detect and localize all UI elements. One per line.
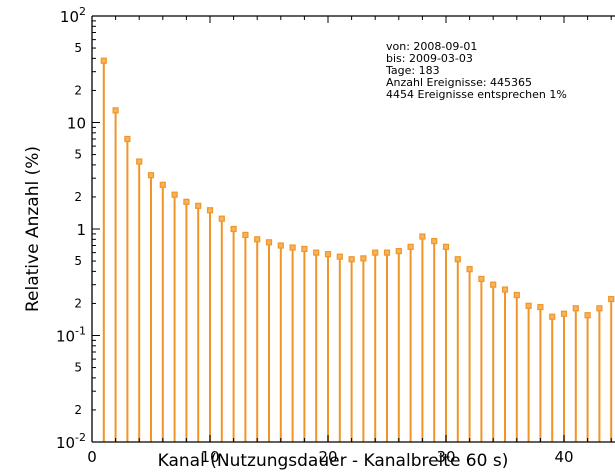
data-point <box>490 281 497 288</box>
data-point <box>501 286 509 293</box>
data-point <box>124 135 131 143</box>
y-tick-label: 102 <box>60 5 86 26</box>
data-point <box>254 236 261 243</box>
data-point <box>230 225 237 233</box>
data-point <box>159 181 166 188</box>
y-minor-label: 2 <box>74 190 82 204</box>
data-point <box>372 249 379 256</box>
data-point <box>596 305 603 312</box>
data-point <box>478 275 485 282</box>
data-point <box>112 107 119 114</box>
y-tick-base: 10 <box>56 328 75 346</box>
data-point <box>466 266 473 273</box>
y-axis-title: Relative Anzahl (%) <box>23 146 43 312</box>
data-point <box>584 312 591 319</box>
y-minor-label: 5 <box>74 148 82 162</box>
data-point <box>442 243 450 250</box>
data-point <box>277 242 284 249</box>
data-point <box>265 239 273 246</box>
info-line-bis: bis: 2009-03-03 <box>386 52 473 65</box>
data-point <box>100 57 107 64</box>
info-box: von: 2008-09-01 bis: 2009-03-03 Tage: 18… <box>385 40 567 101</box>
x-tick-label: 0 <box>87 448 97 466</box>
info-line-tage: Tage: 183 <box>385 64 440 77</box>
y-tick-exponent: -2 <box>75 431 86 444</box>
y-minor-label: 5 <box>74 361 82 375</box>
data-point <box>289 244 296 251</box>
y-minor-label: 5 <box>74 254 82 268</box>
y-tick-label: 10-2 <box>56 431 86 452</box>
data-point <box>513 291 520 299</box>
y-minor-label: 2 <box>74 83 82 97</box>
data-point <box>419 233 426 240</box>
data-point <box>549 313 556 320</box>
data-point <box>242 231 249 239</box>
axes <box>91 15 615 443</box>
data-point <box>348 256 355 263</box>
y-tick-label: 10-1 <box>56 325 86 346</box>
y-tick-exponent: -1 <box>75 325 86 338</box>
y-minor-label: 2 <box>74 403 82 417</box>
y-tick-base: 1 <box>76 221 86 239</box>
data-point <box>560 310 568 317</box>
data-point <box>218 215 225 222</box>
x-tick-label: 30 <box>436 448 455 466</box>
data-point <box>171 191 178 198</box>
y-tick-base: 10 <box>67 115 86 133</box>
data-point <box>454 256 461 263</box>
data-point <box>183 198 190 205</box>
y-tick-base: 10 <box>56 434 75 452</box>
data-point <box>360 255 367 262</box>
data-point <box>407 243 414 250</box>
info-line-anzahl: Anzahl Ereignisse: 445365 <box>386 76 532 89</box>
x-tick-label: 10 <box>200 448 219 466</box>
data-point <box>383 249 391 256</box>
data-point <box>608 295 615 303</box>
data-point <box>301 245 308 253</box>
x-tick-label: 40 <box>554 448 573 466</box>
data-point <box>136 158 143 165</box>
data-point <box>324 251 332 258</box>
y-minor-label: 5 <box>74 41 82 55</box>
data-point <box>195 202 202 209</box>
x-ticks: 0 10 20 30 40 <box>87 16 612 466</box>
data-point <box>572 305 579 312</box>
info-line-prozent: 4454 Ereignisse entsprechen 1% <box>386 88 567 101</box>
data-point <box>395 248 402 255</box>
y-tick-base: 10 <box>60 8 79 26</box>
y-tick-exponent: 2 <box>79 5 86 18</box>
data-series <box>100 57 615 442</box>
y-tick-label: 1 <box>76 221 86 239</box>
data-point <box>313 249 320 256</box>
data-point <box>537 303 544 311</box>
data-point <box>206 207 214 214</box>
x-axis-title: Kanal (Nutzungsdauer - Kanalbreite 60 s) <box>158 451 509 471</box>
data-point <box>336 253 343 260</box>
x-tick-label: 20 <box>318 448 337 466</box>
info-line-von: von: 2008-09-01 <box>386 40 477 53</box>
data-point <box>525 302 532 309</box>
data-point <box>431 237 438 245</box>
data-point <box>147 172 155 179</box>
y-minor-label: 2 <box>74 296 82 310</box>
y-tick-label: 10 <box>67 115 86 133</box>
